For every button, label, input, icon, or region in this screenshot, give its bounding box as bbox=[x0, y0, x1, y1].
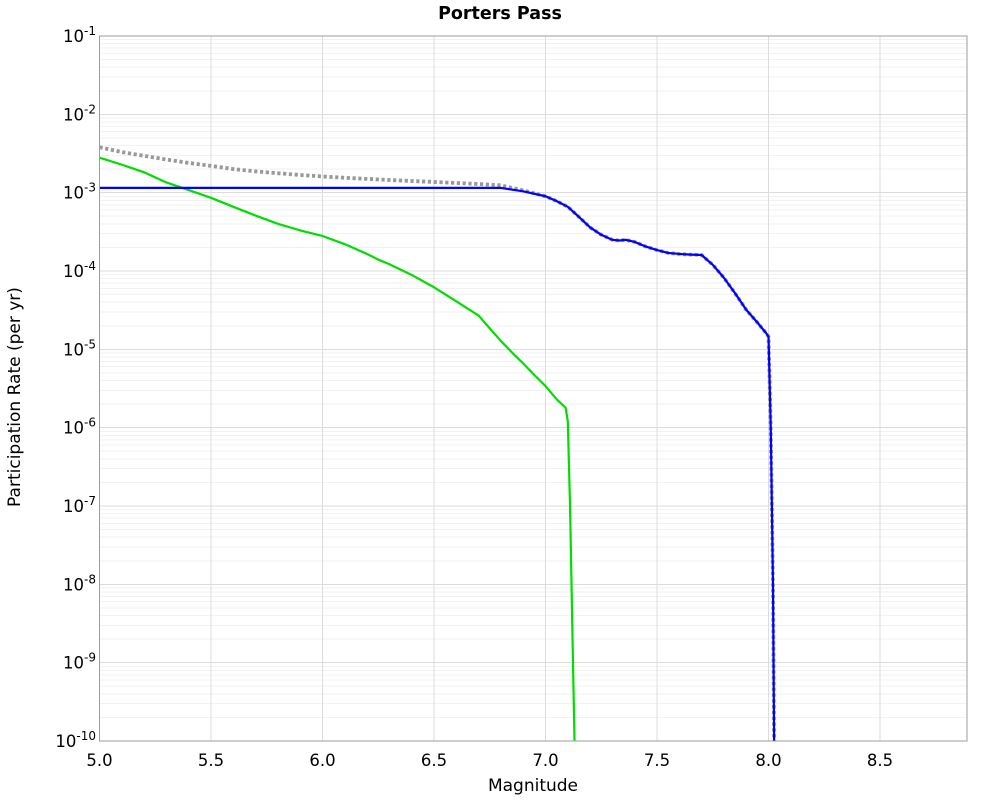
y-tick-label: 10-3 bbox=[63, 181, 96, 203]
y-tick-label: 10-7 bbox=[63, 494, 96, 516]
series-gray-dotted bbox=[99, 145, 776, 742]
y-tick-label: 10-4 bbox=[63, 259, 96, 281]
gridlines-major bbox=[99, 35, 967, 742]
x-tick-labels: 5.0 5.5 6.0 6.5 7.0 7.5 8.0 8.5 bbox=[86, 751, 893, 770]
chart-title: Porters Pass bbox=[438, 4, 562, 24]
y-tick-labels: 10-1 10-2 10-3 10-4 10-5 10-6 10-7 10-8 10-9 10-1… bbox=[55, 24, 96, 751]
x-tick-label: 8.5 bbox=[867, 751, 893, 770]
x-tick-label: 5.5 bbox=[198, 751, 224, 770]
x-tick-label: 8.0 bbox=[755, 751, 781, 770]
y-tick-label: 10-9 bbox=[63, 651, 96, 673]
x-tick-label: 7.5 bbox=[644, 751, 670, 770]
y-tick-label: 10-5 bbox=[63, 337, 96, 359]
data-series bbox=[99, 145, 776, 742]
y-tick-label: 10-6 bbox=[63, 416, 96, 438]
gridlines-minor bbox=[99, 39, 967, 718]
series-green-solid bbox=[99, 156, 576, 742]
x-tick-label: 6.0 bbox=[309, 751, 335, 770]
y-tick-label: 10-10 bbox=[55, 729, 96, 751]
x-axis-label: Magnitude bbox=[488, 776, 578, 796]
y-tick-label: 10-1 bbox=[63, 24, 96, 46]
x-tick-label: 6.5 bbox=[421, 751, 447, 770]
y-tick-label: 10-2 bbox=[63, 102, 96, 124]
y-tick-label: 10-8 bbox=[63, 572, 96, 594]
x-tick-label: 5.0 bbox=[86, 751, 112, 770]
plot-frame bbox=[98, 35, 968, 742]
series-blue-solid bbox=[99, 186, 776, 742]
x-tick-label: 7.0 bbox=[532, 751, 558, 770]
y-axis-label: Participation Rate (per yr) bbox=[5, 287, 25, 507]
